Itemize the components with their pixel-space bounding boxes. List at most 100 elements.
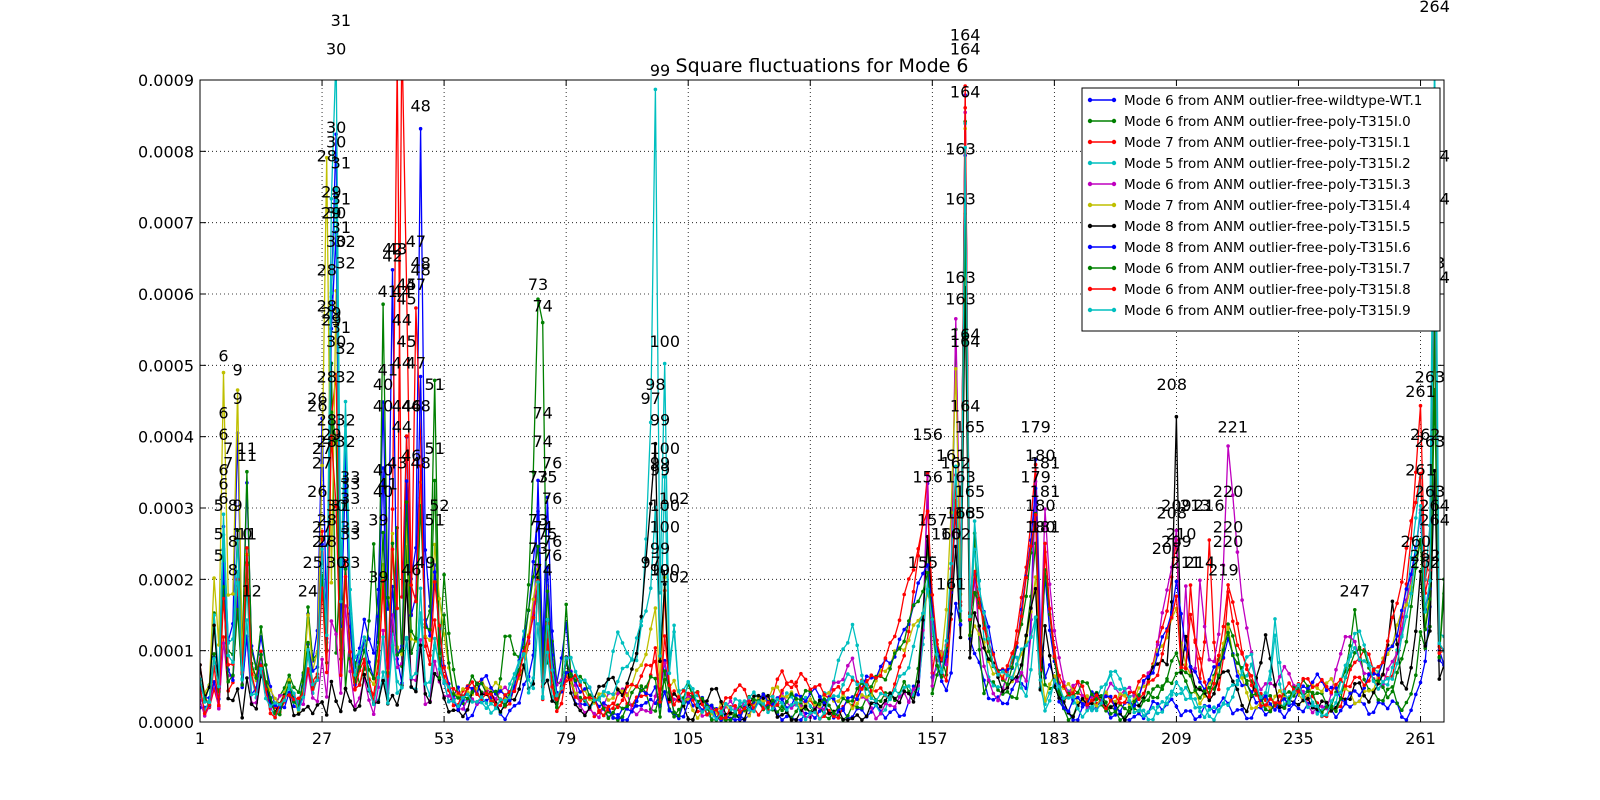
series-point (667, 683, 672, 687)
series-point (1052, 678, 1057, 683)
series-point (836, 705, 841, 709)
series-point (1188, 696, 1193, 700)
series-point (644, 558, 648, 562)
peak-label: 44 (392, 282, 412, 301)
series-10 (200, 80, 1444, 720)
series-point (883, 698, 888, 703)
series-point (1371, 667, 1376, 671)
series-point (639, 663, 644, 667)
series-point (789, 679, 794, 684)
series-point (968, 633, 972, 638)
series-point (456, 708, 461, 712)
series-point (1353, 701, 1357, 706)
series-point (925, 587, 930, 591)
series-point (451, 686, 456, 691)
chart-title: Square fluctuations for Mode 6 (676, 55, 969, 77)
peak-label: 100 (649, 332, 680, 351)
series-point (287, 673, 292, 678)
series-point (1113, 669, 1118, 674)
series-point (221, 635, 226, 639)
peak-label: 5 (214, 525, 224, 544)
series-point (1085, 681, 1089, 685)
series-point (531, 676, 536, 680)
series-point (662, 361, 667, 366)
series-point (1155, 711, 1160, 716)
series-point (498, 685, 503, 689)
series-point (1202, 640, 1207, 644)
peak-label: 44 (392, 396, 412, 415)
peak-label: 74 (533, 518, 553, 537)
series-point (1033, 462, 1038, 467)
series-point (1216, 653, 1221, 658)
series-point (1174, 671, 1179, 676)
series-point (343, 567, 348, 571)
series-point (1198, 701, 1202, 706)
series-point (1282, 664, 1287, 669)
series-point (1221, 696, 1226, 700)
series-point (465, 686, 470, 691)
series-point (306, 605, 310, 609)
series-point (803, 677, 808, 682)
series-point (817, 698, 822, 703)
series-point (1198, 696, 1202, 700)
series-point (1409, 519, 1413, 523)
series-point (752, 690, 756, 694)
series-point (1141, 698, 1146, 703)
series-point (348, 606, 353, 610)
series-point (1094, 704, 1099, 708)
series-point (874, 703, 878, 708)
peak-label: 29 (321, 204, 341, 223)
peak-label: 40 (373, 396, 393, 415)
series-point (1212, 705, 1216, 709)
series-point (1118, 718, 1122, 722)
series-point (1033, 575, 1038, 579)
series-point (1324, 688, 1329, 693)
series-point (428, 627, 432, 632)
series-point (395, 703, 400, 707)
series-point (864, 695, 869, 699)
series-point (381, 628, 385, 633)
series-point (404, 479, 409, 483)
series-point (935, 673, 939, 677)
peak-label: 99 (650, 539, 670, 558)
series-point (1198, 687, 1202, 692)
series-point (263, 696, 268, 701)
series-point (850, 716, 855, 721)
series-point (1155, 705, 1160, 709)
series-point (803, 688, 808, 693)
series-point (836, 716, 841, 720)
series-point (1376, 673, 1381, 677)
series-point (1357, 629, 1362, 633)
series-point (672, 623, 676, 628)
series-point (475, 702, 479, 707)
series-point (1184, 647, 1188, 651)
peak-label: 220 (1213, 482, 1244, 501)
legend-marker (1087, 286, 1093, 292)
peak-label: 8 (228, 532, 238, 551)
legend-marker (1087, 202, 1093, 208)
series-point (639, 688, 644, 693)
series-point (1395, 642, 1399, 646)
series-point (714, 717, 719, 721)
series-point (1118, 701, 1122, 705)
series-point (916, 599, 920, 604)
series-point (813, 716, 817, 720)
series-point (428, 700, 432, 705)
series-point (1418, 504, 1423, 508)
series-point (686, 691, 690, 696)
series-layer (200, 80, 1444, 722)
series-point (465, 708, 470, 712)
series-point (329, 580, 334, 585)
series-point (939, 670, 944, 675)
series-point (742, 706, 747, 711)
peak-label: 41 (378, 361, 398, 380)
series-point (1066, 718, 1071, 722)
peak-label: 216 (1194, 496, 1225, 515)
series-point (1235, 687, 1240, 692)
series-point (775, 703, 780, 707)
series-point (329, 196, 334, 201)
series-point (728, 695, 733, 700)
peak-label: 98 (645, 375, 665, 394)
series-point (1033, 586, 1038, 591)
series-point (653, 694, 658, 699)
